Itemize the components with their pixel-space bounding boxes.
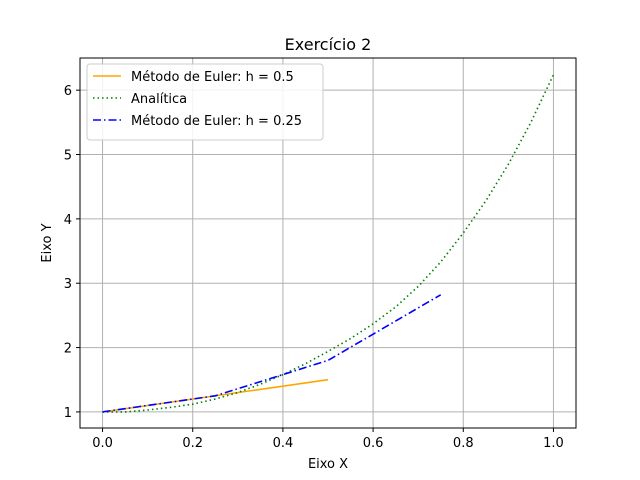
y-tick-label: 1 <box>64 406 72 421</box>
legend: Método de Euler: h = 0.5 Analítica Método … <box>86 63 324 141</box>
y-axis: 1 2 3 4 5 6 <box>64 84 80 421</box>
x-axis-label: Eixo X <box>308 457 348 472</box>
x-tick-label: 0.4 <box>273 436 294 451</box>
x-tick-label: 1.0 <box>543 436 564 451</box>
legend-box <box>86 63 324 141</box>
x-tick-label: 0.6 <box>363 436 384 451</box>
x-axis: 0.0 0.2 0.4 0.6 0.8 1.0 <box>92 428 564 451</box>
x-tick-label: 0.2 <box>182 436 203 451</box>
y-tick-label: 2 <box>64 342 72 357</box>
y-axis-label: Eixo Y <box>40 223 55 262</box>
x-tick-label: 0.0 <box>92 436 113 451</box>
legend-label-2: Método de Euler: h = 0.25 <box>131 114 302 129</box>
x-tick-label: 0.8 <box>453 436 474 451</box>
y-tick-label: 4 <box>64 213 72 228</box>
y-tick-label: 5 <box>64 149 72 164</box>
legend-label-1: Analítica <box>131 92 187 107</box>
series-line-2 <box>102 294 442 413</box>
y-tick-label: 3 <box>64 277 72 292</box>
legend-label-0: Método de Euler: h = 0.5 <box>131 70 294 85</box>
series-group <box>102 74 555 413</box>
chart-title: Exercício 2 <box>285 35 372 54</box>
y-tick-label: 6 <box>64 84 72 99</box>
plot-frame <box>79 57 577 429</box>
